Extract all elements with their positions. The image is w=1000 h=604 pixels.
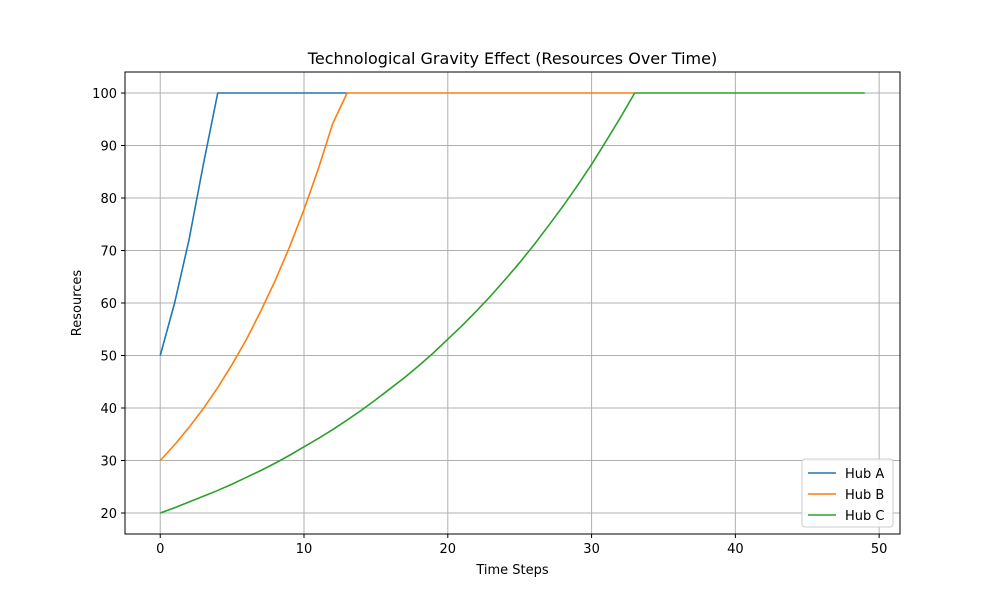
y-tick-label: 60 — [100, 297, 117, 312]
y-tick-label: 90 — [100, 140, 117, 155]
y-tick-label: 70 — [100, 245, 117, 260]
y-tick-label: 30 — [100, 455, 117, 470]
series-line-2 — [159, 92, 635, 462]
x-tick-label: 40 — [727, 542, 744, 557]
series-lines — [159, 92, 865, 514]
x-tick-label: 0 — [156, 542, 164, 557]
legend-box — [801, 458, 894, 528]
legend-label: Hub B — [845, 488, 884, 503]
series-line-1 — [159, 92, 348, 356]
y-tick-label: 40 — [100, 402, 117, 417]
series-line-3 — [159, 92, 865, 514]
chart-title: Technological Gravity Effect (Resources … — [307, 49, 717, 68]
y-tick-label: 20 — [100, 507, 117, 522]
x-tick-label: 30 — [583, 542, 600, 557]
x-tick-label: 10 — [296, 542, 313, 557]
y-tick-label: 80 — [100, 192, 117, 207]
y-axis-label: Resources — [70, 270, 85, 337]
axis-ticks: 0 10 20 30 40 50 20 30 40 50 60 70 80 90 100 — [92, 87, 887, 557]
y-tick-label: 50 — [100, 350, 117, 365]
legend-label: Hub C — [845, 509, 884, 524]
x-axis-label: Time Steps — [475, 563, 549, 578]
legend: Hub A Hub B Hub C — [801, 458, 894, 528]
x-tick-label: 50 — [871, 542, 888, 557]
x-tick-label: 20 — [440, 542, 457, 557]
y-tick-label: 100 — [92, 87, 117, 102]
legend-label: Hub A — [845, 467, 884, 482]
